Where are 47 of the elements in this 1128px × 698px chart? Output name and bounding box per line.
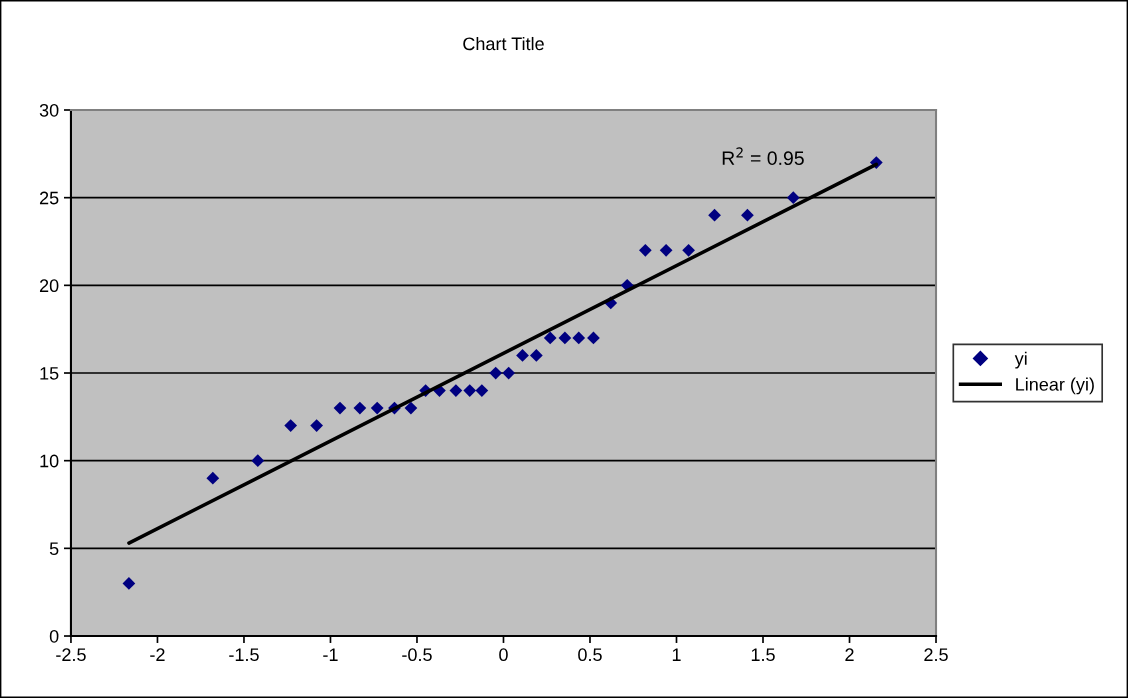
- point: [489, 366, 503, 380]
- point: [284, 419, 298, 432]
- point: [353, 401, 367, 415]
- point: [558, 331, 572, 345]
- x-tick-label: 0: [499, 648, 508, 662]
- y-tick-label: 0: [49, 629, 59, 643]
- point: [741, 208, 754, 222]
- point: [333, 401, 347, 415]
- point: [682, 243, 695, 257]
- x-tick-label: 2: [845, 648, 854, 661]
- point: [502, 366, 516, 380]
- point: [449, 384, 463, 397]
- point: [529, 349, 543, 362]
- y-tick-label: 10: [40, 454, 59, 468]
- point: [370, 401, 384, 415]
- point: [708, 208, 721, 222]
- point: [463, 384, 477, 397]
- x-tick-label: 0.5: [578, 648, 602, 662]
- x-tick-label: -2.5: [56, 648, 86, 662]
- x-tick-label: -0.5: [402, 648, 432, 662]
- point: [251, 454, 265, 468]
- point: [310, 419, 323, 432]
- point: [516, 349, 529, 362]
- x-tick-label: -2: [150, 648, 165, 661]
- x-tick-label: -1.5: [229, 648, 259, 662]
- legend-label: yi: [1014, 351, 1027, 369]
- point: [659, 243, 673, 257]
- point: [543, 331, 557, 345]
- y-tick-label: 15: [40, 367, 59, 380]
- point: [572, 331, 586, 345]
- point: [475, 384, 489, 397]
- point: [786, 191, 800, 205]
- y-tick-label: 30: [39, 103, 59, 117]
- x-tick-label: 1: [672, 648, 681, 661]
- x-tick-label: -1: [323, 648, 338, 661]
- legend-label: Linear (yi): [1016, 377, 1094, 395]
- point: [404, 401, 418, 415]
- y-tick-label: 5: [49, 542, 59, 556]
- annotation: R$^{2}$ = 0.95: [722, 147, 804, 166]
- chart-title: Chart Title: [463, 36, 544, 51]
- point: [122, 577, 136, 590]
- x-tick-label: 2.5: [924, 648, 948, 662]
- x-tick-label: 1.5: [751, 648, 775, 662]
- point: [206, 471, 220, 485]
- point: [638, 243, 652, 257]
- y-tick-label: 20: [39, 279, 59, 293]
- y-tick-label: 25: [39, 191, 59, 205]
